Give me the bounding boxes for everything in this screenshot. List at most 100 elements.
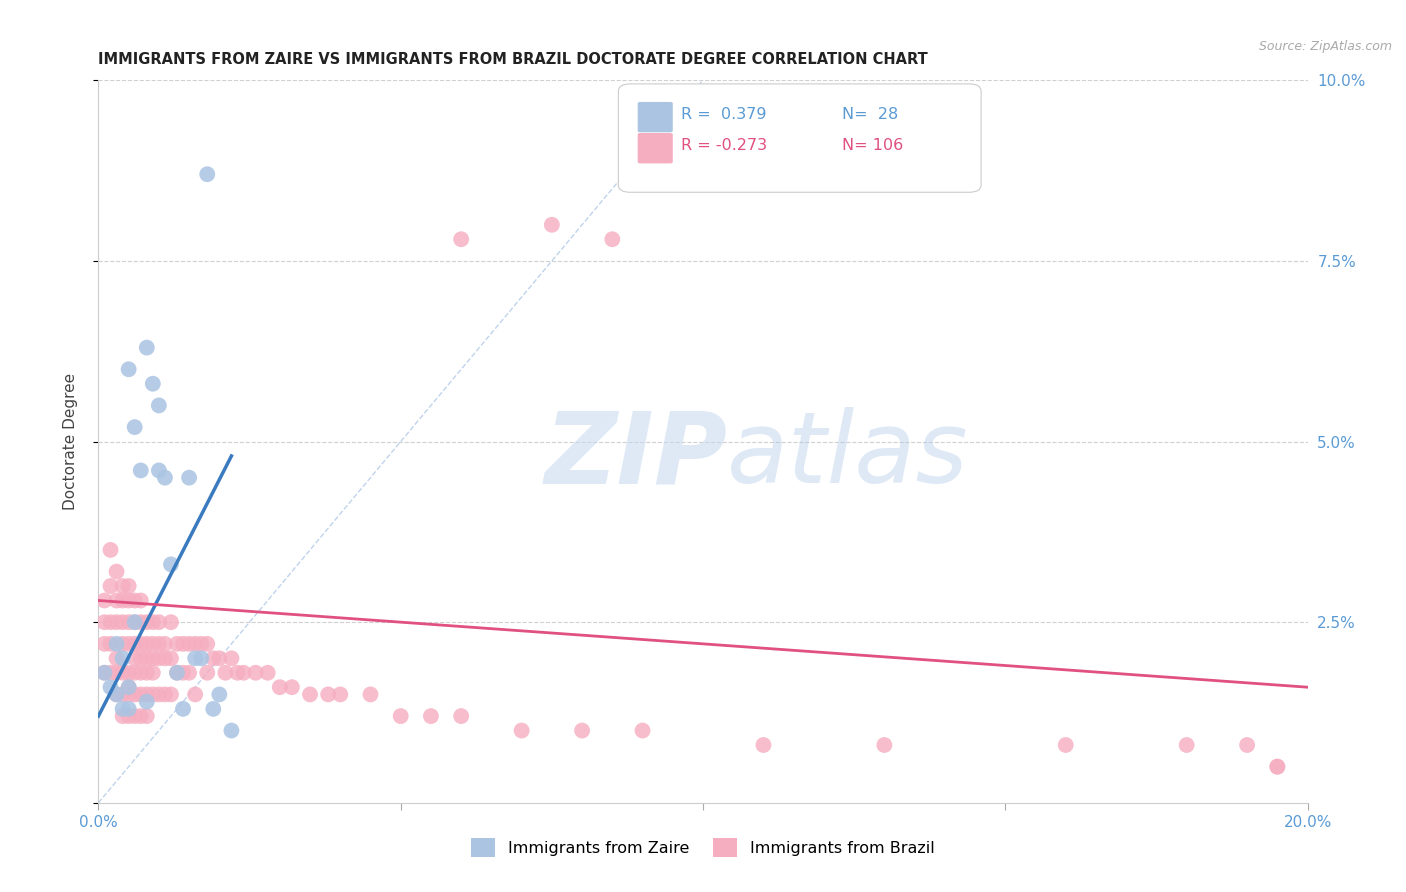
Text: R = -0.273: R = -0.273 [682,138,768,153]
Point [118,615,141,630]
Point [148,398,170,412]
Point [1236,738,1258,752]
Point [124,709,146,723]
Point [135,341,157,355]
Point [631,723,654,738]
Point [148,687,170,701]
Point [195,665,218,680]
Point [1054,738,1077,752]
Point [93,593,115,607]
Point [118,593,141,607]
Point [100,542,122,557]
Text: IMMIGRANTS FROM ZAIRE VS IMMIGRANTS FROM BRAZIL DOCTORATE DEGREE CORRELATION CHA: IMMIGRANTS FROM ZAIRE VS IMMIGRANTS FROM… [98,52,928,67]
Point [184,651,207,665]
Point [111,593,134,607]
Point [118,665,141,680]
Point [118,687,141,701]
Point [148,651,170,665]
Point [135,665,157,680]
Point [100,680,122,694]
Point [105,615,128,630]
Point [142,665,165,680]
Point [166,637,188,651]
Point [124,665,146,680]
Point [269,680,291,694]
Point [135,637,157,651]
Point [160,615,183,630]
Point [111,579,134,593]
Point [124,593,146,607]
Point [142,651,165,665]
Point [105,593,128,607]
Point [450,709,472,723]
Point [124,615,146,630]
Point [221,723,243,738]
FancyBboxPatch shape [619,84,981,193]
Point [202,702,225,716]
Point [135,615,157,630]
Text: R =  0.379: R = 0.379 [682,107,766,122]
Point [118,680,141,694]
Point [93,637,115,651]
Point [129,593,152,607]
Point [172,665,194,680]
Point [179,665,201,680]
Point [111,637,134,651]
Point [172,637,194,651]
Point [135,695,157,709]
Point [111,709,134,723]
Point [142,376,165,391]
Point [129,687,152,701]
Point [124,615,146,630]
Point [118,709,141,723]
Point [1267,760,1289,774]
Point [124,420,146,434]
Point [111,651,134,665]
Point [450,232,472,246]
Point [1175,738,1198,752]
Point [1267,760,1289,774]
Point [124,637,146,651]
Text: N=  28: N= 28 [842,107,898,122]
Point [602,232,624,246]
Point [299,687,322,701]
Point [160,651,183,665]
Point [100,615,122,630]
Point [100,665,122,680]
Legend: Immigrants from Zaire, Immigrants from Brazil: Immigrants from Zaire, Immigrants from B… [465,831,941,863]
Point [100,579,122,593]
Point [142,637,165,651]
Point [129,637,152,651]
Point [420,709,443,723]
Point [105,665,128,680]
Point [118,680,141,694]
Point [208,687,231,701]
Point [153,637,176,651]
Point [221,651,243,665]
Point [195,637,218,651]
Point [105,687,128,701]
Point [232,665,254,680]
Point [129,463,152,477]
Point [129,665,152,680]
Point [100,637,122,651]
Point [166,665,188,680]
Point [148,615,170,630]
Point [135,687,157,701]
Text: Source: ZipAtlas.com: Source: ZipAtlas.com [1258,40,1392,54]
Point [540,218,562,232]
Point [166,665,188,680]
Point [118,579,141,593]
Point [184,637,207,651]
Text: N= 106: N= 106 [842,138,903,153]
Point [389,709,412,723]
FancyBboxPatch shape [638,133,673,163]
Point [153,651,176,665]
Point [118,637,141,651]
Point [360,687,382,701]
Point [208,651,231,665]
Point [124,687,146,701]
Point [160,687,183,701]
Point [111,665,134,680]
Point [148,637,170,651]
